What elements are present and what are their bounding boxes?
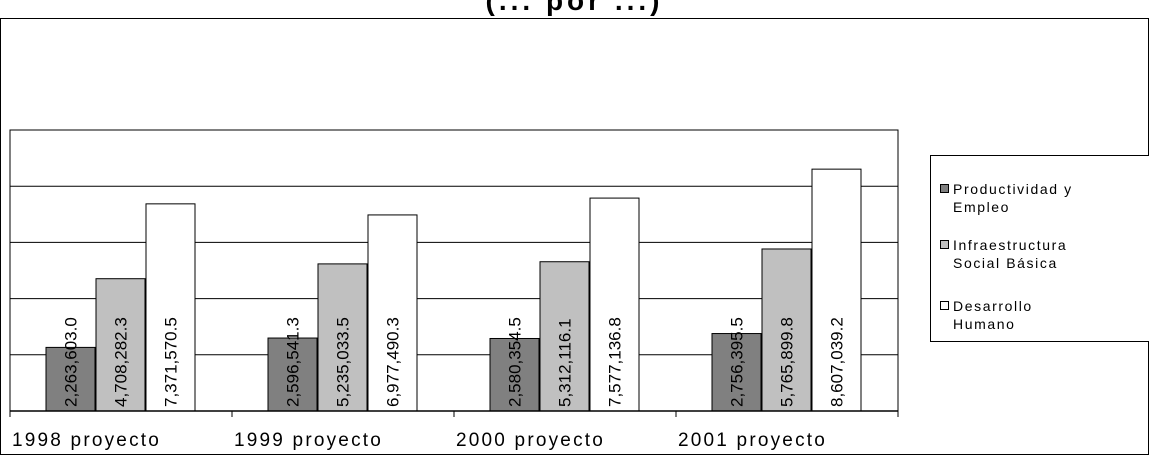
chart-title: (... por ...): [485, 0, 664, 16]
bar-desarrollo-humano-1: [367, 214, 418, 412]
data-label: 2,596,541.3: [284, 317, 303, 407]
bar-infraestructura-social-b-sica-2: [539, 261, 590, 412]
data-label: 2,756,395.5: [728, 317, 747, 407]
data-label: 4,708,282.3: [112, 317, 131, 407]
bar-infraestructura-social-b-sica-1: [317, 263, 368, 412]
bar-infraestructura-social-b-sica-3: [761, 248, 812, 412]
bar-productividad-y-empleo-3: [711, 333, 762, 412]
data-label: 2,263,603.0: [62, 317, 81, 407]
data-label: 8,607,039.2: [828, 317, 847, 407]
data-label: 7,371,570.5: [162, 317, 181, 407]
data-label: 2,580,354.5: [506, 317, 525, 407]
data-label: 5,312,116.1: [556, 318, 575, 407]
x-axis: 1998 proyecto 1999 proyecto 2000 proyecto 2…: [9, 410, 899, 451]
legend-swatch-infraestructura: [940, 240, 949, 249]
bar-desarrollo-humano-2: [589, 197, 640, 412]
legend-item-infraestructura: Infraestructura Social Básica: [940, 236, 1149, 272]
data-label: 6,977,490.3: [384, 317, 403, 407]
data-label: 5,765,899.8: [778, 317, 797, 407]
category-label: 1998 proyecto: [12, 430, 161, 451]
bar-desarrollo-humano-0: [145, 203, 196, 412]
bar-productividad-y-empleo-1: [267, 337, 318, 412]
bar-productividad-y-empleo-2: [489, 337, 540, 412]
legend: Productividad y Empleo Infraestructura S…: [930, 155, 1149, 342]
data-label: 5,235,033.5: [334, 317, 353, 407]
category-label: 2001 proyecto: [678, 430, 827, 451]
legend-swatch-productividad: [940, 184, 949, 193]
legend-label: Infraestructura Social Básica: [953, 237, 1068, 271]
bar-infraestructura-social-b-sica-0: [95, 278, 146, 412]
data-labels: 2,263,603.0 4,708,282.3 7,371,570.5 2,596,5…: [62, 317, 847, 407]
legend-swatch-desarrollo: [940, 301, 949, 310]
legend-label: Productividad y Empleo: [953, 181, 1073, 215]
data-label: 7,577,136.8: [606, 317, 625, 407]
legend-item-desarrollo: Desarrollo Humano: [940, 297, 1149, 333]
category-label: 2000 proyecto: [456, 430, 605, 451]
category-label: 1999 proyecto: [234, 430, 383, 451]
legend-item-productividad: Productividad y Empleo: [940, 180, 1149, 216]
bars: [45, 168, 862, 412]
legend-label: Desarrollo Humano: [953, 298, 1033, 332]
